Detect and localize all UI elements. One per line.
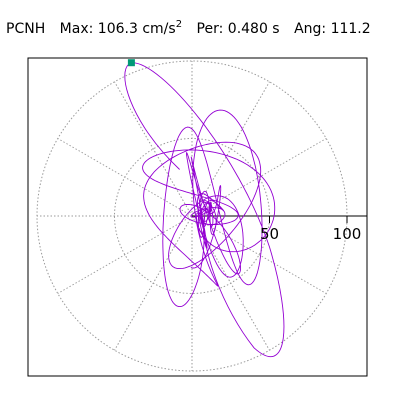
grid-spoke-210 — [57, 215, 193, 294]
orbit-path — [124, 62, 285, 358]
radial-tick-label: 100 — [333, 225, 362, 243]
grid-spoke-120 — [114, 81, 193, 217]
orbit-trace — [124, 62, 285, 358]
period-value: 0.480 s — [227, 21, 280, 37]
max-value: 106.3 — [97, 21, 138, 37]
grid-spoke-240 — [114, 215, 193, 351]
chart-header: PCNH Max: 106.3 cm/s2 Per: 0.480 s Ang: … — [6, 15, 371, 39]
grid-spoke-150 — [57, 138, 193, 217]
grid-spoke-60 — [191, 81, 270, 217]
start-marker-group — [127, 59, 135, 67]
peak-marker — [127, 59, 135, 67]
max-unit-exponent: 2 — [175, 19, 183, 30]
plot-frame — [27, 57, 368, 377]
max-label: Max: — [59, 21, 94, 37]
radial-axis — [192, 215, 367, 223]
station-code: PCNH — [6, 21, 46, 37]
max-unit: cm/s — [142, 21, 176, 37]
radial-tick-labels: 50 100 — [260, 225, 361, 243]
radial-tick-label: 50 — [260, 225, 279, 243]
grid-spoke-30 — [191, 138, 327, 217]
period-label: Per: — [196, 21, 224, 37]
grid-spoke-330 — [191, 215, 327, 294]
angle-label: Ang: — [294, 21, 327, 37]
angle-value: 111.2 — [330, 21, 371, 37]
